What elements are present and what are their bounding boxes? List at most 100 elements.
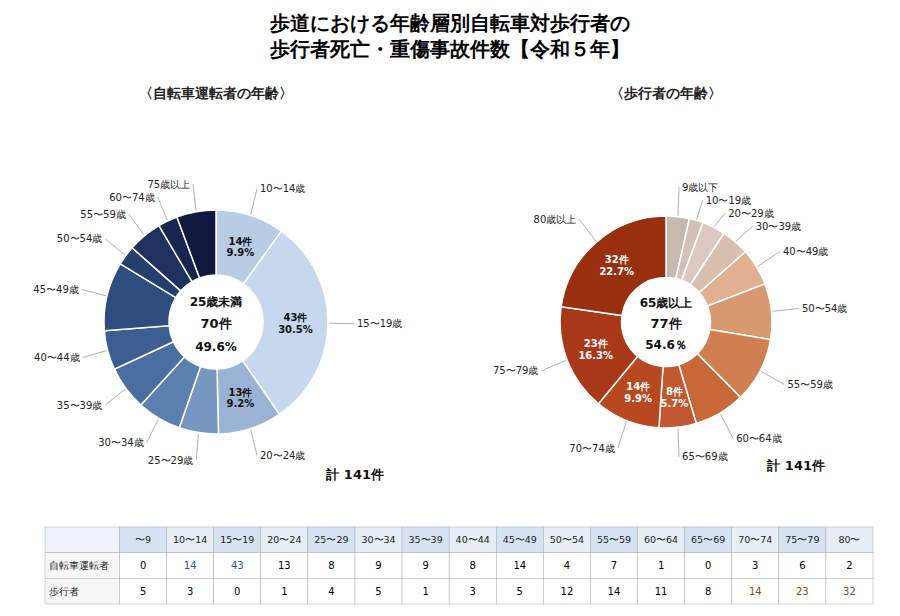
leader-line: [82, 290, 106, 296]
category-label: 65〜69歳: [682, 451, 727, 462]
table-header-cell: [638, 527, 685, 553]
table-value: 1: [658, 560, 664, 571]
table-value: 5: [375, 586, 381, 597]
table-value: 3: [470, 586, 476, 597]
data-label: 32件22.7%: [599, 254, 634, 277]
leader-line: [83, 351, 107, 358]
leader-line: [697, 200, 703, 219]
table-cell: [402, 553, 449, 579]
text-line: 9.9%: [227, 247, 255, 258]
leader-line: [714, 213, 725, 226]
table-value: 23: [796, 586, 809, 597]
table-header-cell: [826, 527, 873, 553]
data-labels: 14件9.9%43件30.5%13件9.2%: [227, 236, 313, 410]
text-line: 22.7%: [599, 266, 634, 277]
table-cell: [308, 553, 355, 579]
data-label: 14件9.9%: [624, 381, 652, 404]
table-value: 12: [561, 586, 574, 597]
table-value: 4: [328, 586, 334, 597]
text-line: 16.3%: [578, 350, 613, 361]
table-value: 14: [184, 560, 197, 571]
text-line: 14件: [626, 381, 650, 392]
leader-line: [618, 421, 627, 448]
table-value: 13: [278, 560, 291, 571]
table-corner: [45, 527, 120, 553]
table-header-cell: [779, 527, 826, 553]
leader-line: [129, 214, 144, 235]
center-label: 54.6％: [645, 338, 687, 352]
data-labels: 8件5.7%14件9.9%23件16.3%32件22.7%: [578, 254, 688, 408]
table-header-cell: [449, 527, 496, 553]
leader-line: [761, 371, 784, 384]
table-header: 75〜79: [785, 534, 819, 545]
table-cell: [826, 553, 873, 579]
table-row-label: 自転車運転者: [49, 560, 109, 571]
table-header-cell: [732, 527, 779, 553]
table-header-cell: [543, 527, 590, 553]
table-value: 2: [846, 560, 852, 571]
total-label: 計 141件: [325, 467, 384, 482]
category-label: 20〜24歳: [260, 450, 305, 461]
category-label: 30〜39歳: [756, 221, 801, 232]
category-labels: 10〜14歳15〜19歳20〜24歳25〜29歳30〜34歳35〜39歳40〜4…: [33, 179, 402, 466]
table-header: 40〜44: [456, 534, 490, 545]
category-label: 10〜14歳: [260, 183, 305, 194]
table-cell: [779, 578, 826, 604]
table-value: 0: [140, 560, 146, 571]
table-header-cell: [214, 527, 261, 553]
table-header: 10〜14: [173, 534, 207, 545]
table-header: 15〜19: [220, 534, 254, 545]
table-cell: [826, 578, 873, 604]
center-label: 65歳以上: [640, 296, 693, 310]
table-cell: [543, 553, 590, 579]
table-header: 25〜29: [314, 534, 348, 545]
table-cell: [590, 553, 637, 579]
category-label: 45〜49歳: [33, 284, 78, 295]
table-value: 43: [231, 560, 244, 571]
table-header: 45〜49: [503, 534, 537, 545]
table-value: 5: [517, 586, 523, 597]
table-value: 3: [187, 586, 193, 597]
table-header-cell: [685, 527, 732, 553]
data-label: 14件9.9%: [227, 236, 255, 259]
table-cell: [167, 578, 214, 604]
table-cell: [449, 578, 496, 604]
category-label: 15〜19歳: [357, 318, 402, 329]
table: 〜910〜1415〜1920〜2425〜2930〜3435〜3940〜4445〜…: [45, 527, 873, 604]
table-header-cell: [120, 527, 167, 553]
center-label: 25歳未満: [190, 295, 243, 309]
slice: [177, 210, 216, 278]
table-cell: [120, 553, 167, 579]
table-cell: [355, 578, 402, 604]
table-cell: [214, 578, 261, 604]
table-header-cell: [308, 527, 355, 553]
table-value: 9: [422, 560, 428, 571]
leader-line: [541, 360, 566, 370]
table-cell: [543, 578, 590, 604]
table-cell: [261, 578, 308, 604]
table-header: 55〜59: [597, 534, 631, 545]
table-row-label: 歩行者: [49, 586, 79, 597]
total-label: 計 141件: [766, 458, 825, 473]
leader-line: [251, 189, 257, 215]
table-value: 11: [655, 586, 668, 597]
title: 歩行者死亡・重傷事故件数【令和５年】: [269, 37, 630, 61]
slices: [104, 210, 328, 434]
category-label: 9歳以下: [682, 182, 718, 193]
table-header: 60〜64: [644, 534, 678, 545]
table-header-cell: [496, 527, 543, 553]
table-value: 14: [513, 560, 526, 571]
table-value: 1: [422, 586, 428, 597]
leader-line: [329, 323, 354, 324]
table-cell: [496, 553, 543, 579]
category-label: 50〜54歳: [57, 233, 102, 244]
table-cell: [685, 553, 732, 579]
table-header: 65〜69: [691, 534, 725, 545]
data-label: 13件9.2%: [227, 387, 255, 410]
table-value: 0: [234, 586, 240, 597]
category-label: 60〜64歳: [736, 433, 781, 444]
subtitle: 〈自転車運転者の年齢〉: [139, 85, 293, 101]
pie-chart: 〈自転車運転者の年齢〉10〜14歳15〜19歳20〜24歳25〜29歳30〜34…: [33, 85, 402, 482]
table-value: 14: [608, 586, 621, 597]
table-value: 8: [470, 560, 476, 571]
